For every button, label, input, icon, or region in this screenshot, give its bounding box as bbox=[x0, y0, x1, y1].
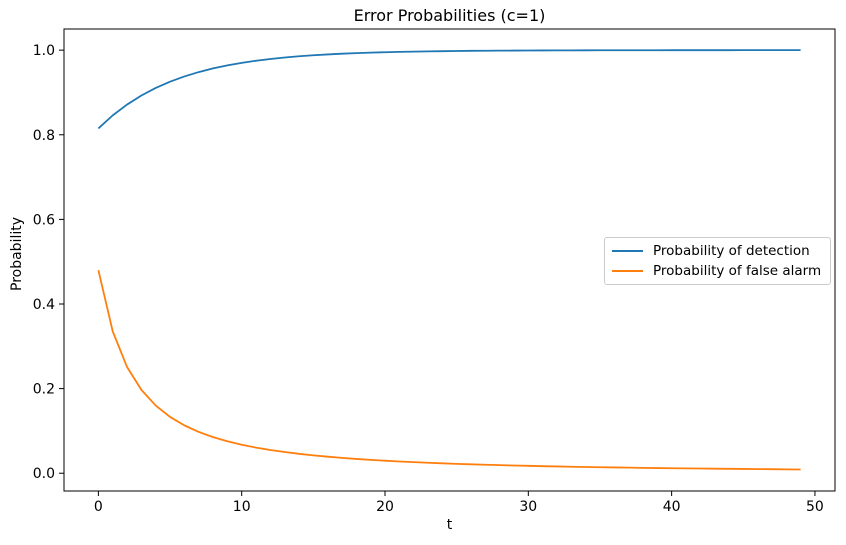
legend-label-detection: Probability of detection bbox=[653, 243, 810, 259]
x-tick-label: 40 bbox=[663, 499, 681, 515]
y-tick-label: 0.8 bbox=[33, 128, 55, 144]
x-tick-label: 30 bbox=[519, 499, 537, 515]
y-tick-label: 1.0 bbox=[33, 43, 55, 59]
legend-label-false-alarm: Probability of false alarm bbox=[653, 263, 822, 279]
x-axis-label: t bbox=[446, 517, 453, 533]
y-tick-label: 0.6 bbox=[33, 212, 55, 228]
legend: Probability of detection Probability of … bbox=[604, 237, 831, 285]
y-tick-label: 0.0 bbox=[33, 466, 55, 482]
x-tick-label: 50 bbox=[806, 499, 824, 515]
x-tick-label: 0 bbox=[94, 499, 103, 515]
chart-title: Error Probabilities (c=1) bbox=[353, 6, 546, 25]
legend-item-detection: Probability of detection bbox=[612, 241, 824, 261]
detection-line bbox=[97, 49, 801, 130]
x-tick-label: 10 bbox=[233, 499, 251, 515]
detection-line-swatch bbox=[612, 250, 643, 252]
y-tick-label: 0.4 bbox=[33, 297, 55, 313]
false-alarm-line-swatch bbox=[612, 270, 643, 272]
y-tick-label: 0.2 bbox=[33, 382, 55, 398]
legend-item-false-alarm: Probability of false alarm bbox=[612, 261, 824, 281]
false-alarm-line bbox=[97, 269, 801, 471]
x-tick-label: 20 bbox=[376, 499, 394, 515]
y-axis-label: Probability bbox=[9, 216, 25, 292]
